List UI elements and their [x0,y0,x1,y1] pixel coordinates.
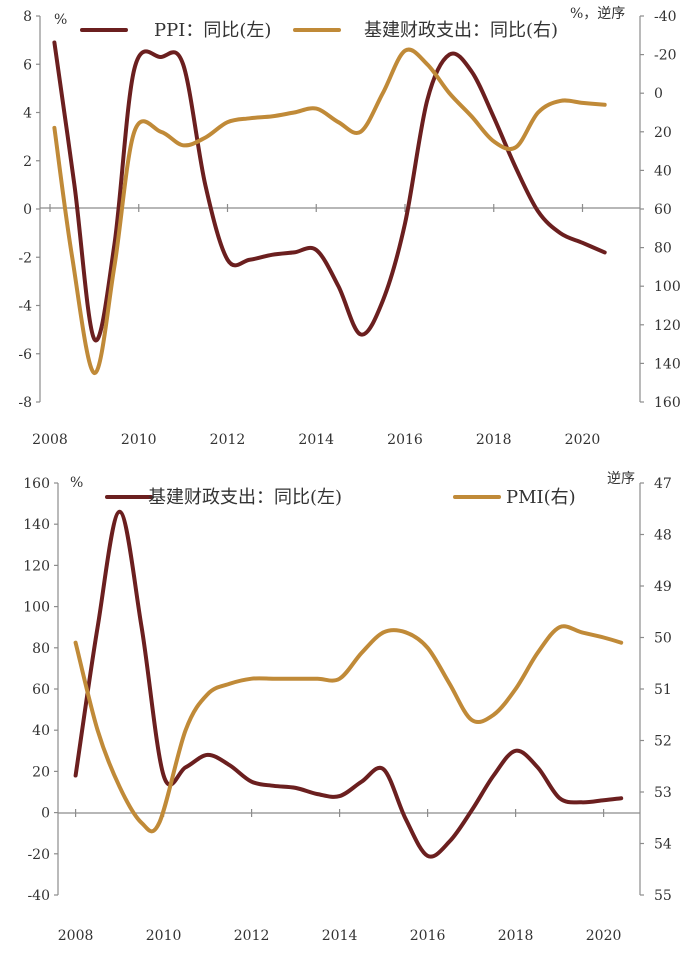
chart-ppi-vs-infrastructure: 86420-2-4-6-8-40-20020406080100120140160… [18,6,680,448]
x-tick-label: 2014 [322,928,358,944]
left-tick-label: 2 [23,154,32,170]
right-tick-label: 60 [654,202,672,218]
x-tick-label: 2008 [32,432,68,448]
x-tick-label: 2016 [410,928,446,944]
series-line-gold [52,47,607,376]
left-tick-label: -20 [27,847,50,863]
right-tick-label: 55 [654,888,672,904]
left-tick-label: 40 [32,723,50,739]
left-tick-label: 0 [41,806,50,822]
right-tick-label: 53 [654,785,672,801]
legend-label: 基建财政支出：同比(右) [364,20,558,41]
left-unit-label: % [70,475,83,491]
right-tick-label: 160 [654,395,681,411]
right-tick-label: 51 [654,682,672,698]
left-tick-label: 8 [23,9,32,25]
right-tick-label: 0 [654,86,663,102]
x-tick-label: 2012 [234,928,270,944]
right-tick-label: 49 [654,579,672,595]
series-line-dark-red [73,509,624,859]
left-tick-label: 60 [32,682,50,698]
right-tick-label: 80 [654,241,672,257]
left-tick-label: -8 [18,395,32,411]
right-tick-label: 54 [654,837,672,853]
right-tick-label: 120 [654,318,681,334]
x-tick-label: 2016 [387,432,423,448]
left-tick-label: 100 [23,600,50,616]
right-unit-label: 逆序 [607,471,635,487]
left-tick-label: -4 [18,299,32,315]
x-tick-label: 2018 [476,432,512,448]
right-tick-label: 47 [654,476,672,492]
right-tick-label: 20 [654,125,672,141]
x-tick-label: 2014 [298,432,334,448]
left-tick-label: 6 [23,57,32,73]
right-tick-label: -40 [654,9,677,25]
legend-label: PMI(右) [506,487,576,508]
left-tick-label: 140 [23,517,50,533]
left-tick-label: 80 [32,641,50,657]
right-tick-label: 52 [654,734,672,750]
left-tick-label: 4 [23,106,32,122]
x-tick-label: 2010 [121,432,157,448]
right-tick-label: 40 [654,163,672,179]
series-line-dark-red [52,40,607,343]
right-tick-label: 48 [654,528,672,544]
legend-label: 基建财政支出：同比(左) [148,487,342,508]
left-tick-label: 20 [32,764,50,780]
left-tick-label: 0 [23,202,32,218]
x-tick-label: 2012 [210,432,246,448]
left-tick-label: 160 [23,476,50,492]
legend-label: PPI：同比(左) [154,20,271,41]
right-tick-label: 100 [654,279,681,295]
left-tick-label: -2 [18,250,32,266]
right-tick-label: -20 [654,48,677,64]
left-tick-label: 120 [23,558,50,574]
left-tick-label: -6 [18,347,32,363]
chart-infrastructure-vs-pmi: 160 140 120 100 80 60 40 20 0 -20 -40 47 48 49 50 51 52 5… [23,471,672,944]
right-tick-label: 140 [654,356,681,372]
x-tick-label: 2018 [498,928,534,944]
right-tick-label: 50 [654,631,672,647]
left-tick-label: -40 [27,888,50,904]
x-tick-label: 2020 [586,928,622,944]
series-line-gold [73,624,624,834]
left-unit-label: % [54,12,67,28]
x-tick-label: 2008 [58,928,94,944]
right-unit-label: %，逆序 [570,6,625,22]
x-tick-label: 2010 [146,928,182,944]
x-tick-label: 2020 [565,432,601,448]
